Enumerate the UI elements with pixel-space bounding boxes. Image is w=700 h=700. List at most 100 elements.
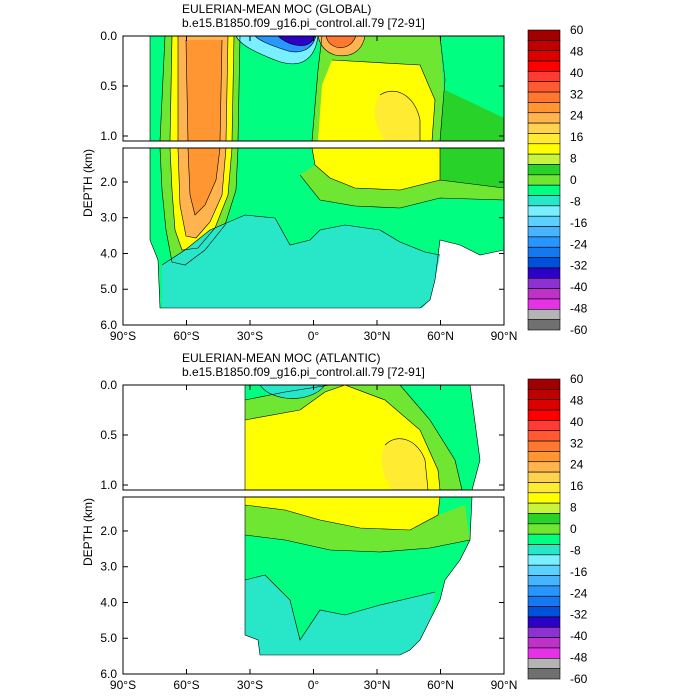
contour-lower-atlantic (123, 497, 504, 674)
x-tick-label: 60°S (173, 678, 199, 692)
colorbar-label: 8 (570, 152, 577, 166)
y-tick-label: 0.0 (100, 29, 117, 43)
x-axis-ticks: 90°S 60°S 30°S 0° 30°N 60°N 90°N (110, 36, 517, 343)
contour-fill-sh-cell-32 (186, 40, 222, 141)
colorbar (527, 378, 561, 680)
colorbar-label: -8 (570, 194, 581, 208)
colorbar-swatch (527, 616, 561, 628)
x-axis-ticks: 90°S 60°S 30°S 0° 30°N 60°N 90°N (110, 385, 517, 692)
colorbar-swatch (527, 637, 561, 649)
contour-lines (149, 36, 446, 141)
x-tick-label: 30°N (364, 329, 391, 343)
y-tick-label: 1.0 (100, 478, 117, 492)
colorbar-label: 0 (570, 522, 577, 536)
colorbar-swatch (527, 246, 561, 258)
colorbar-swatch (527, 544, 561, 556)
contour-fill-sh-cell-32 (188, 148, 220, 215)
colorbar-label: -60 (570, 672, 588, 686)
colorbar-swatch (527, 440, 561, 452)
contour-fill-core (381, 438, 428, 490)
colorbar-swatch (527, 420, 561, 432)
x-tick-label: 60°N (427, 329, 454, 343)
colorbar-label: 8 (570, 501, 577, 515)
colorbar-swatch (527, 205, 561, 217)
chart-subtitle: b.e15.B1850.f09_g16.pi_control.all.79 [7… (182, 365, 425, 379)
colorbar-swatch (527, 430, 561, 442)
colorbar-label: 32 (570, 87, 584, 101)
colorbar-swatch (527, 554, 561, 566)
colorbar-swatch (527, 236, 561, 248)
contour-lower-global (123, 148, 504, 325)
colorbar-swatch (527, 595, 561, 607)
colorbar-label: 48 (570, 393, 584, 407)
colorbar-label: 0 (570, 173, 577, 187)
colorbar-swatch (527, 215, 561, 227)
colorbar-swatch (527, 267, 561, 279)
x-tick-label: 60°N (427, 678, 454, 692)
colorbar-label: -40 (570, 280, 588, 294)
colorbar-swatch (527, 378, 561, 390)
y-tick-label: 3.0 (100, 560, 117, 574)
colorbar-swatch (527, 29, 561, 41)
colorbar-swatch (527, 389, 561, 400)
contour-upper-global (123, 36, 504, 141)
colorbar-swatch (527, 102, 561, 114)
colorbar-swatch (527, 461, 561, 473)
y-tick-label: 1.0 (100, 129, 117, 143)
colorbar-swatch (527, 195, 561, 207)
y-tick-label: 2.0 (100, 175, 117, 189)
y-tick-label: 6.0 (100, 667, 117, 681)
y-tick-label: 4.0 (100, 246, 117, 260)
colorbar-swatch (527, 122, 561, 134)
colorbar-swatch (527, 564, 561, 576)
chart-title: EULERIAN-MEAN MOC (GLOBAL) (182, 2, 371, 16)
panel-atlantic: EULERIAN-MEAN MOC (ATLANTIC) b.e15.B1850… (81, 351, 588, 692)
colorbar-swatch (527, 112, 561, 124)
contour-fill-nh-core (374, 91, 420, 141)
colorbar-swatch (527, 288, 561, 300)
colorbar-label: -60 (570, 323, 588, 337)
colorbar-swatch (527, 153, 561, 165)
y-tick-label: 5.0 (100, 631, 117, 645)
colorbar-labels: 60 48 40 32 24 16 8 0 -8 -16 -24 -32 -40 -48 -60 (570, 23, 588, 337)
x-tick-label: 90°S (110, 329, 136, 343)
colorbar-swatch (527, 309, 561, 320)
colorbar-swatch (527, 174, 561, 186)
colorbar-swatch (527, 647, 561, 659)
colorbar-label: -16 (570, 216, 588, 230)
x-tick-label: 0° (308, 678, 320, 692)
x-tick-label: 90°N (491, 329, 518, 343)
colorbar-swatch (527, 606, 561, 618)
colorbar-swatch (527, 626, 561, 638)
x-tick-label: 0° (308, 329, 320, 343)
colorbar-label: 40 (570, 415, 584, 429)
colorbar-label: 40 (570, 66, 584, 80)
colorbar-label: -48 (570, 302, 588, 316)
x-tick-label: 60°S (173, 329, 199, 343)
y-tick-label: 0.5 (100, 428, 117, 442)
colorbar-swatch (527, 226, 561, 238)
colorbar-swatch (527, 277, 561, 289)
colorbar-swatch (527, 482, 561, 494)
chart-title: EULERIAN-MEAN MOC (ATLANTIC) (182, 351, 380, 365)
colorbar-swatch (527, 50, 561, 62)
contour-fill-deep-neg (162, 215, 440, 308)
colorbar-swatch (527, 658, 561, 669)
contour-fill-nh-green-band (440, 148, 504, 188)
y-tick-label: 3.0 (100, 211, 117, 225)
colorbar-swatch (527, 409, 561, 421)
colorbar-swatch (527, 319, 561, 331)
colorbar-swatch (527, 575, 561, 587)
colorbar-swatch (527, 143, 561, 155)
contour-fill-deep-neg (245, 575, 435, 655)
y-axis-ticks-upper: 0.0 0.5 1.0 (100, 378, 504, 492)
colorbar-label: 16 (570, 479, 584, 493)
colorbar-swatch (527, 502, 561, 514)
colorbar-label: -40 (570, 629, 588, 643)
y-axis-ticks-lower: 2.0 3.0 4.0 5.0 6.0 (100, 175, 504, 332)
colorbar-swatch (527, 81, 561, 93)
colorbar-swatch (527, 451, 561, 463)
colorbar-label: -32 (570, 259, 588, 273)
colorbar-label: -48 (570, 651, 588, 665)
x-tick-label: 90°N (491, 678, 518, 692)
